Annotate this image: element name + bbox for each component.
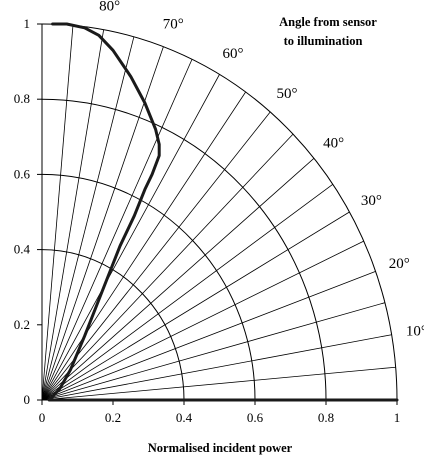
x-tick-label: 0.6 (247, 410, 264, 425)
angle-annotation-line-1: Angle from sensor (279, 15, 377, 29)
angle-spoke (41, 74, 220, 401)
angle-spoke (41, 36, 135, 401)
angle-label-30: 30° (361, 193, 382, 209)
angle-spoke (41, 240, 364, 401)
y-tick-label: 1 (24, 16, 31, 31)
y-tick-label: 0.2 (14, 317, 30, 332)
angle-labels: 10° 20° 30° 40° 50° 60° 70° 80° (99, 0, 424, 339)
x-tick-label: 0.2 (105, 410, 121, 425)
y-ticks: 0 0.2 0.4 0.6 0.8 1 (14, 16, 42, 407)
data-series (47, 22, 399, 402)
series-line (47, 22, 399, 402)
angle-spoke (41, 211, 350, 401)
angle-spoke (41, 334, 392, 401)
angle-spoke (41, 46, 164, 401)
angle-spoke (41, 302, 386, 401)
y-tick-label: 0 (24, 392, 31, 407)
angle-spoke (41, 184, 334, 401)
x-ticks: 0 0.2 0.4 0.6 0.8 1 (39, 400, 401, 425)
angle-label-80: 80° (99, 0, 120, 15)
y-tick-label: 0.8 (14, 91, 30, 106)
angle-label-60: 60° (223, 46, 244, 62)
angle-label-50: 50° (277, 86, 298, 102)
x-tick-label: 1 (394, 410, 401, 425)
x-axis-title: Normalised incident power (148, 441, 293, 455)
angle-spoke (41, 133, 294, 401)
y-tick-label: 0.4 (14, 242, 31, 257)
angle-spoke (41, 59, 193, 401)
angle-label-70: 70° (163, 17, 184, 33)
angle-spoke (41, 366, 396, 401)
angle-spoke (41, 29, 105, 401)
angle-spokes (41, 25, 396, 401)
angle-spoke (41, 158, 315, 401)
x-tick-label: 0.8 (318, 410, 334, 425)
angle-spoke (41, 271, 376, 401)
angle-annotation-line-2: to illumination (284, 34, 363, 48)
angle-label-40: 40° (323, 136, 344, 152)
angle-spoke (41, 111, 271, 401)
angle-spoke (41, 91, 246, 401)
angle-label-20: 20° (389, 256, 410, 272)
y-tick-label: 0.6 (14, 166, 31, 181)
angle-label-10: 10° (406, 323, 424, 339)
x-tick-label: 0.4 (176, 410, 193, 425)
x-tick-label: 0 (39, 410, 46, 425)
angle-spoke (41, 25, 74, 401)
